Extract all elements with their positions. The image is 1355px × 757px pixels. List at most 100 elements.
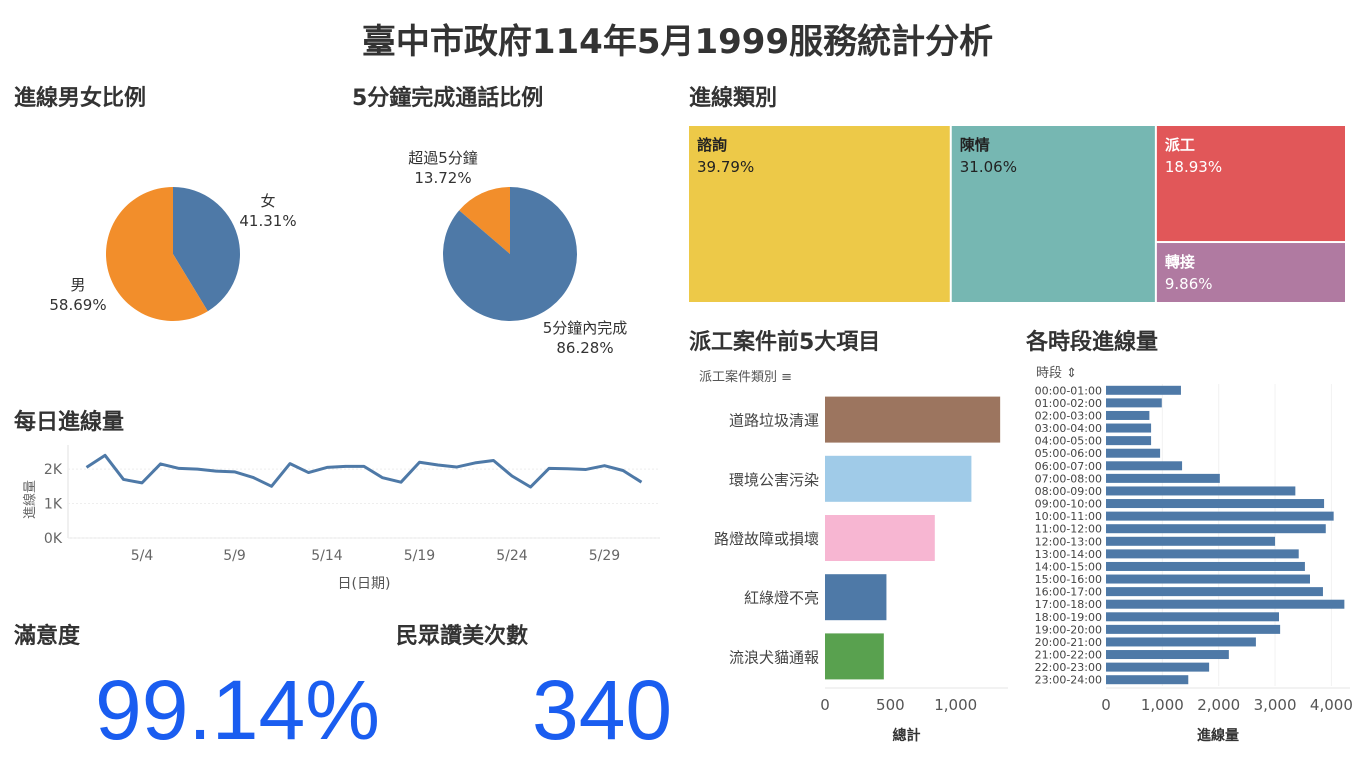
daily-chart-title: 每日進線量 [14,410,125,435]
gender-pie-chart: 女 41.31% 男 58.69% [49,187,297,321]
hourly-bar-11 [1106,524,1326,534]
hourly-bar-17 [1106,599,1345,609]
daily-line-chart: 0K 1K 2K 5/4 5/9 5/14 5/19 5/24 5/29 日(日期) 進線量 [22,445,660,592]
hourly-bar-13 [1106,549,1299,559]
hourly-x-tick-3: 3,000 [1254,696,1297,714]
hourly-bar-12 [1106,536,1276,546]
treemap-tile-1 [951,126,1155,302]
hourly-category-label-16: 16:00-17:00 [1035,586,1102,599]
praise-value: 340 [532,663,673,757]
hourly-category-label-19: 19:00-20:00 [1035,623,1102,636]
treemap-tile-name-1: 陳情 [960,136,990,154]
category-treemap: 諮詢 39.79% 陳情 31.06% 派工 18.93% 轉接 9.86% [689,126,1345,302]
hourly-bar-3 [1106,423,1152,433]
treemap-tile-name-0: 諮詢 [697,136,727,154]
hourly-x-axis-label: 進線量 [1197,727,1239,744]
praise-title: 民眾讚美次數 [396,624,529,649]
hourly-bar-21 [1106,650,1229,660]
dashboard-title: 臺中市政府114年5月1999服務統計分析 [361,22,994,62]
satisfaction-title: 滿意度 [14,624,81,649]
hourly-bar-18 [1106,612,1279,622]
dispatch-x-axis-label: 總計 [893,727,921,744]
daily-y-tick-2: 2K [44,462,63,478]
daily-y-tick-0: 0K [44,531,63,547]
daily-y-axis-label: 進線量 [22,480,38,519]
hourly-bar-23 [1106,675,1189,685]
dispatch-category-label-3: 紅綠燈不亮 [744,589,819,607]
dispatch-bar-4 [825,633,884,680]
dispatch-category-label-2: 路燈故障或損壞 [714,530,819,548]
duration-slice-name-1: 5分鐘內完成 [543,319,628,337]
hourly-x-tick-2: 2,000 [1197,696,1240,714]
treemap-tile-name-2: 派工 [1165,136,1195,154]
dispatch-x-tick-2: 1,000 [934,696,977,714]
hourly-category-label-18: 18:00-19:00 [1035,611,1102,624]
hourly-category-label-13: 13:00-14:00 [1035,548,1102,561]
duration-slice-0 [459,187,510,254]
hourly-bar-0 [1106,385,1181,395]
duration-slice-name-0: 超過5分鐘 [408,149,478,167]
hourly-bar-4 [1106,436,1152,446]
treemap-tile-2 [1156,126,1345,242]
hourly-x-tick-4: 4,000 [1310,696,1353,714]
duration-pie-chart: 超過5分鐘 13.72% 5分鐘內完成 86.28% [408,149,628,357]
daily-y-tick-1: 1K [44,497,63,513]
hourly-category-label-1: 01:00-02:00 [1035,397,1102,410]
hourly-category-label-8: 08:00-09:00 [1035,485,1102,498]
hourly-category-label-6: 06:00-07:00 [1035,460,1102,473]
duration-chart-title: 5分鐘完成通話比例 [352,86,544,111]
treemap-tile-0 [689,126,950,302]
hourly-category-label-9: 09:00-10:00 [1035,498,1102,511]
hourly-category-label-3: 03:00-04:00 [1035,422,1102,435]
hourly-category-label-23: 23:00-24:00 [1035,674,1102,687]
hourly-bar-7 [1106,473,1220,483]
hourly-bar-chart: 時段 ⇕ 00:00-01:0001:00-02:0002:00-03:0003:… [1035,366,1353,744]
treemap-tile-value-2: 18.93% [1165,158,1222,176]
hourly-bar-6 [1106,461,1183,471]
hourly-bar-22 [1106,662,1210,672]
hourly-category-label-2: 02:00-03:00 [1035,409,1102,422]
duration-slice-value-1: 86.28% [556,339,613,357]
dispatch-bar-2 [825,515,935,561]
daily-x-tick-4: 5/24 [496,548,528,564]
hourly-bar-8 [1106,486,1296,496]
hourly-category-label-11: 11:00-12:00 [1035,523,1102,536]
gender-slice-name-1: 男 [70,276,85,294]
daily-x-tick-2: 5/14 [311,548,343,564]
daily-x-tick-1: 5/9 [223,548,246,564]
hourly-bar-9 [1106,499,1325,509]
gender-slice-name-0: 女 [260,192,275,210]
hourly-category-label-20: 20:00-21:00 [1035,636,1102,649]
daily-x-axis-label: 日(日期) [338,576,391,592]
hourly-bar-14 [1106,561,1305,571]
daily-x-tick-5: 5/29 [589,548,620,564]
hourly-column-header: 時段 ⇕ [1036,366,1077,381]
duration-slice-value-0: 13.72% [414,169,471,187]
gender-slice-value-1: 58.69% [49,296,106,314]
hourly-bar-19 [1106,624,1281,634]
hourly-category-label-22: 22:00-23:00 [1035,661,1102,674]
hourly-bar-2 [1106,410,1150,420]
hourly-bar-15 [1106,574,1310,584]
daily-series-line [85,453,643,489]
hourly-bar-1 [1106,398,1162,408]
hourly-category-label-14: 14:00-15:00 [1035,560,1102,573]
dispatch-category-label-0: 道路垃圾清運 [729,412,819,430]
hourly-category-label-21: 21:00-22:00 [1035,649,1102,662]
category-chart-title: 進線類別 [689,86,778,111]
treemap-tile-name-3: 轉接 [1165,253,1195,271]
dispatch-chart-title: 派工案件前5大項目 [689,330,881,355]
hourly-chart-title: 各時段進線量 [1026,330,1159,355]
gender-slice-0 [173,187,240,312]
dispatch-x-tick-0: 0 [820,696,830,714]
gender-slice-1 [105,187,208,321]
treemap-tile-value-0: 39.79% [697,158,754,176]
hourly-bar-5 [1106,448,1161,458]
hourly-category-label-7: 07:00-08:00 [1035,472,1102,485]
hourly-category-label-17: 17:00-18:00 [1035,598,1102,611]
hourly-x-tick-1: 1,000 [1141,696,1184,714]
treemap-tile-3 [1156,243,1345,302]
hourly-x-tick-0: 0 [1101,696,1111,714]
dispatch-bar-1 [825,455,972,502]
